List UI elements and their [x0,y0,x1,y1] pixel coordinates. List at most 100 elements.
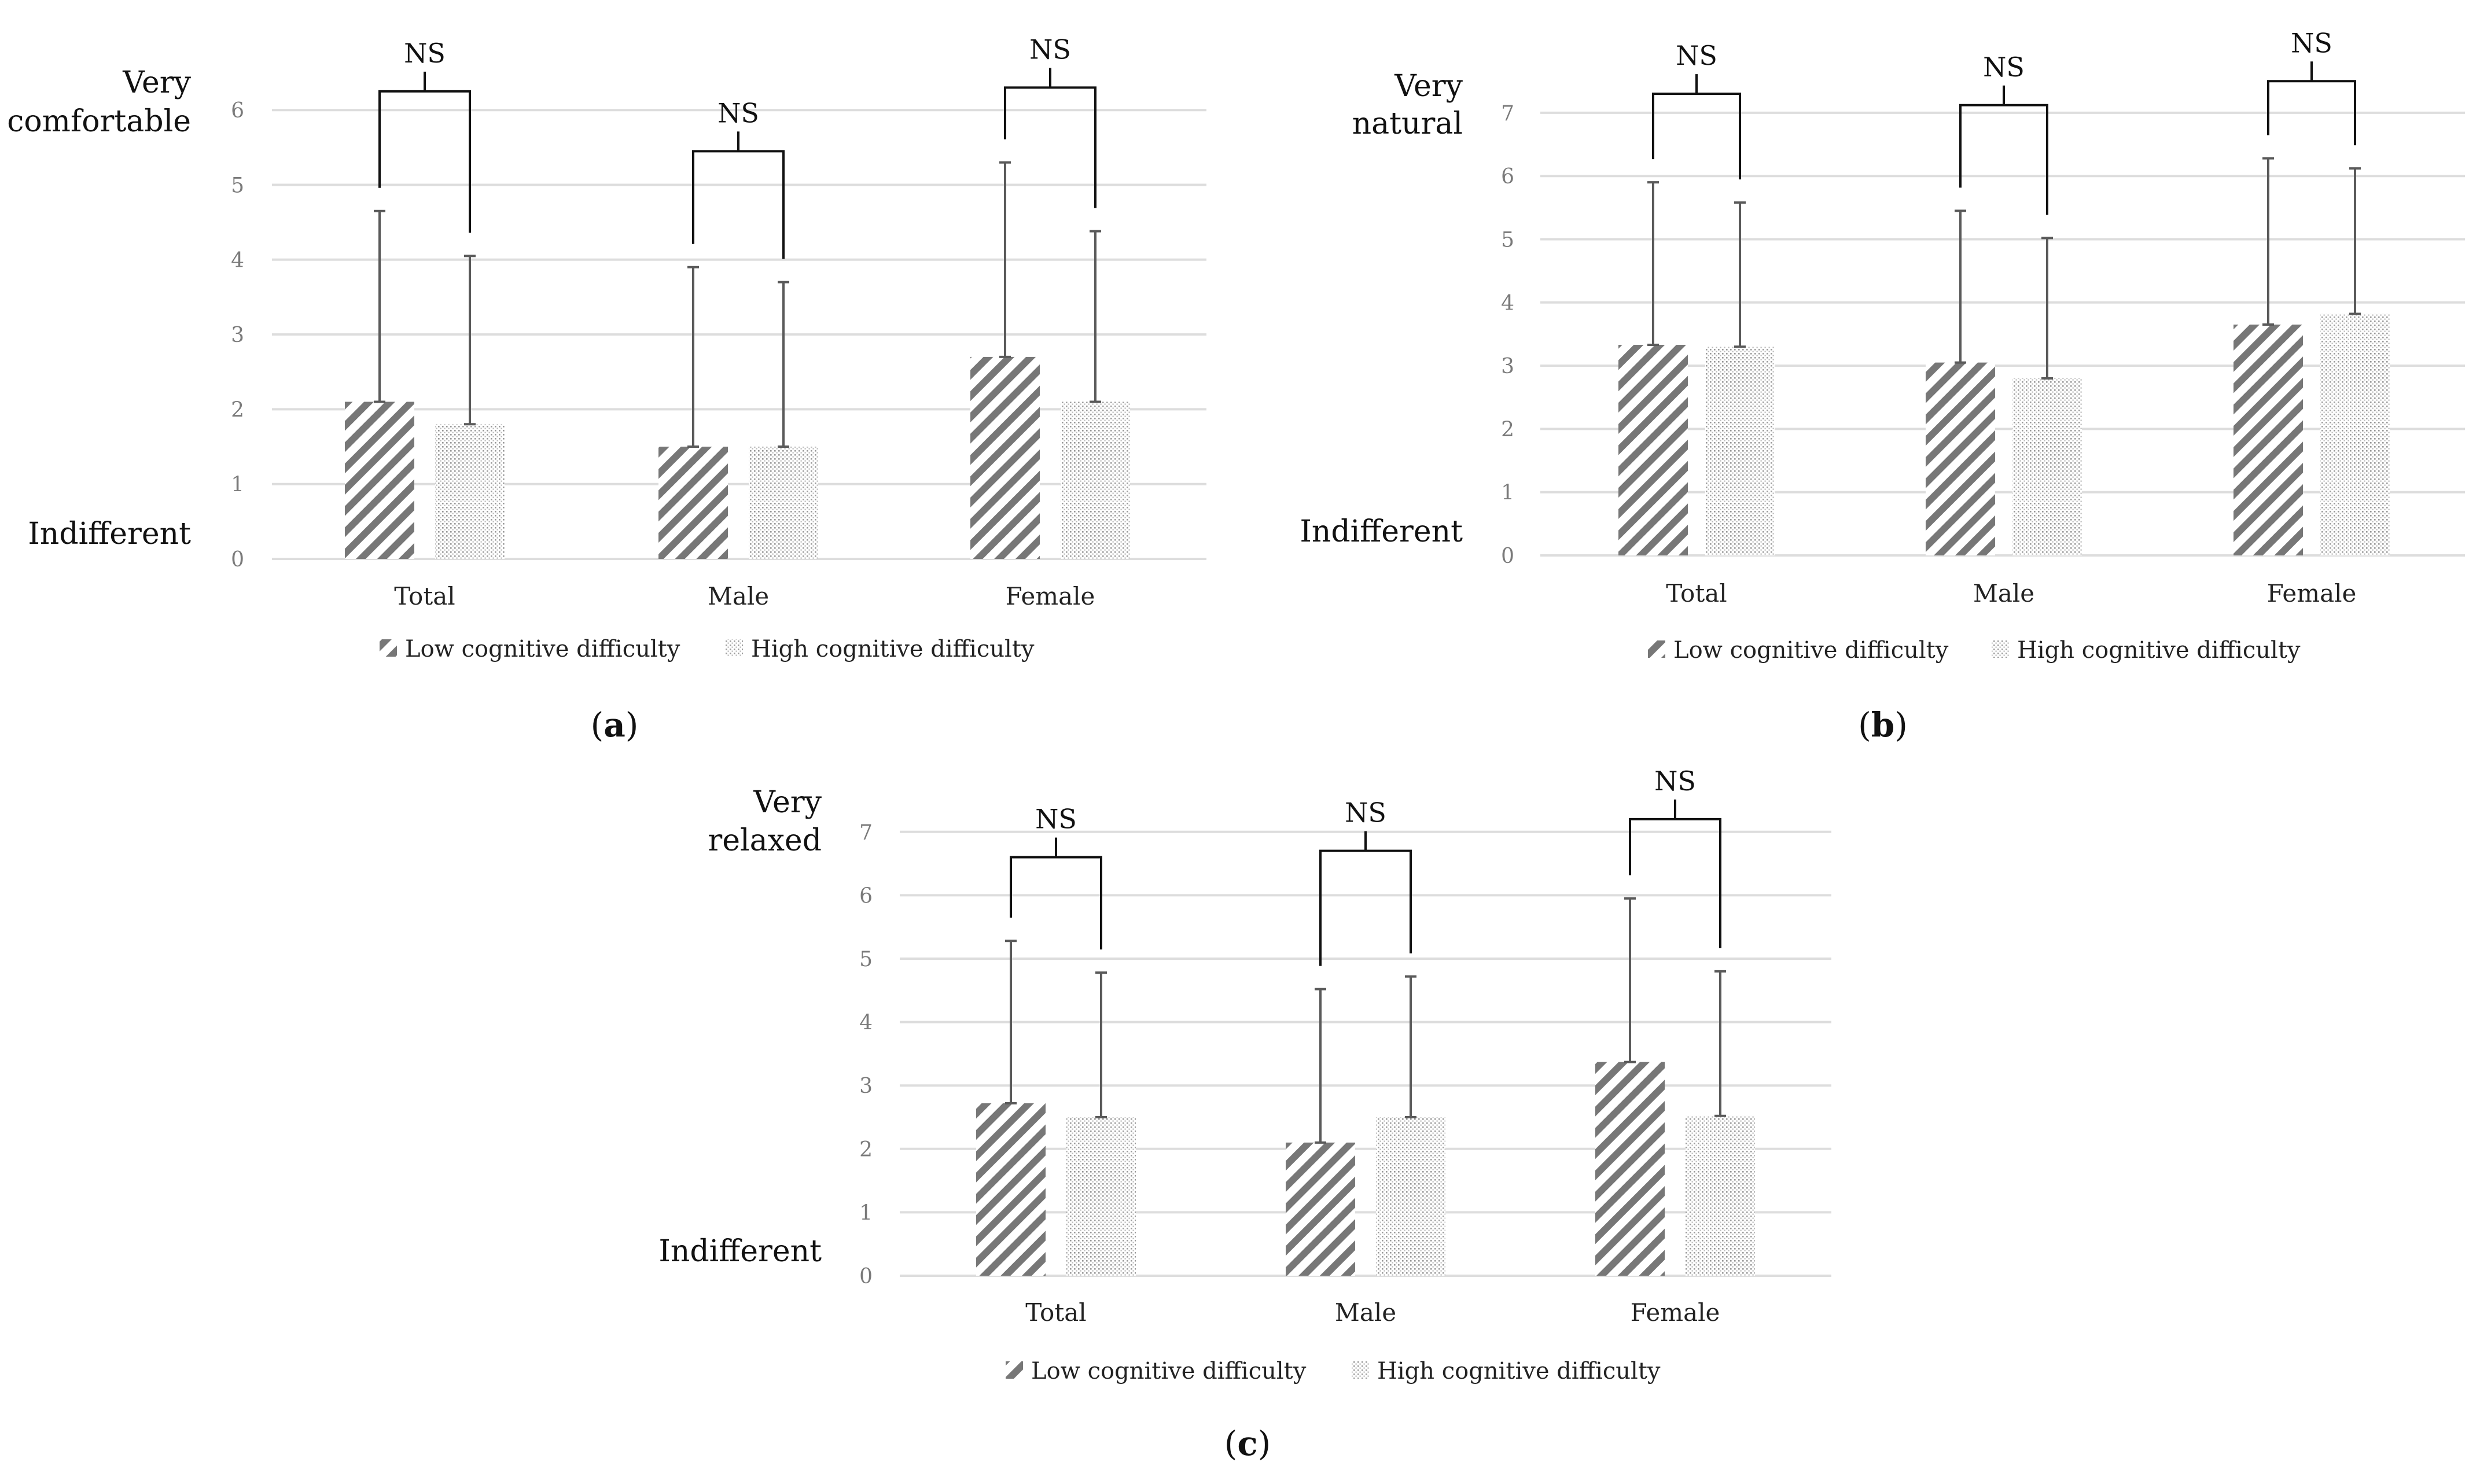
x-category-label: Male [1335,1298,1396,1327]
y-tick-label: 0 [1501,544,1514,568]
top-anchor-label-line2: comfortable [7,104,191,139]
bar-high-cognitive-difficulty [1705,347,1775,555]
significance-bracket [1652,93,1741,180]
x-category-label: Male [708,582,769,610]
y-tick-label: 1 [1501,481,1514,505]
y-tick-label: 4 [231,249,244,273]
y-tick-label: 7 [1501,102,1514,126]
y-tick-label: 2 [1501,418,1514,441]
significance-label: NS [404,38,446,69]
y-tick-label: 5 [1501,229,1514,252]
x-category-label: Female [2267,579,2357,607]
legend-label-low: Low cognitive difficulty [1031,1358,1307,1384]
significance-label: NS [717,97,759,128]
top-anchor-label-line1: Very [753,785,822,820]
legend-swatch-high [1992,640,2009,658]
caption-paren-close: ) [625,705,639,745]
y-tick-label: 2 [859,1138,873,1162]
legend-label-high: High cognitive difficulty [1377,1358,1661,1384]
legend-swatch-high [1352,1361,1369,1379]
bar-low-cognitive-difficulty [1926,362,1995,555]
y-tick-label: 4 [859,1011,873,1035]
legend-swatch-low [1006,1361,1023,1379]
significance-label: NS [1983,51,2025,83]
significance-label: NS [1676,40,1717,71]
significance-bracket [1629,818,1721,948]
y-tick-label: 6 [859,884,873,908]
y-tick-label: 6 [231,99,244,123]
caption-letter: c [1237,1424,1257,1463]
significance-bracket [692,150,785,259]
y-tick-label: 0 [859,1265,873,1288]
x-category-label: Male [1973,579,2034,607]
caption-letter: a [604,705,625,745]
bar-low-cognitive-difficulty [1618,345,1688,555]
legend-label-high: High cognitive difficulty [751,636,1035,662]
significance-label: NS [1035,804,1077,835]
bar-low-cognitive-difficulty [976,1103,1046,1276]
caption-paren-close: ) [1258,1424,1271,1463]
significance-bracket [378,90,471,233]
significance-bracket [1319,849,1412,966]
caption-paren-open: ( [591,705,604,745]
bar-low-cognitive-difficulty [970,356,1040,559]
y-tick-label: 1 [859,1201,873,1225]
bar-low-cognitive-difficulty [1595,1062,1665,1276]
top-anchor-label-line2: relaxed [708,823,822,858]
top-anchor-label-line1: Very [122,65,191,100]
bar-high-cognitive-difficulty [749,447,818,559]
bar-low-cognitive-difficulty [2234,325,2303,555]
caption-letter: b [1871,705,1895,745]
x-category-label: Total [1025,1298,1086,1327]
top-anchor-label-line2: natural [1352,106,1463,141]
bar-low-cognitive-difficulty [345,402,414,559]
significance-bracket [1010,856,1102,950]
y-tick-label: 5 [859,948,873,971]
caption-paren-close: ) [1894,705,1908,745]
y-tick-label: 3 [231,323,244,347]
y-tick-label: 7 [859,821,873,845]
panel-caption: (b) [1858,705,1908,745]
x-category-label: Total [1666,579,1727,607]
bar-low-cognitive-difficulty [1286,1142,1355,1276]
x-category-label: Female [1006,582,1095,610]
caption-paren-open: ( [1224,1424,1238,1463]
significance-bracket [1959,104,2048,215]
top-anchor-label-line1: Very [1394,69,1463,104]
y-tick-label: 3 [1501,355,1514,378]
legend-label-low: Low cognitive difficulty [1673,637,1949,664]
bar-high-cognitive-difficulty [435,424,505,559]
significance-label: NS [2291,27,2332,58]
y-tick-label: 2 [231,398,244,422]
y-tick-label: 5 [231,174,244,198]
bar-low-cognitive-difficulty [658,447,728,559]
bar-high-cognitive-difficulty [2012,378,2082,555]
significance-label: NS [1029,34,1071,65]
bar-high-cognitive-difficulty [1376,1117,1445,1276]
significance-bracket [1004,86,1097,208]
significance-label: NS [1345,797,1386,828]
x-category-label: Female [1631,1298,1720,1327]
y-tick-label: 3 [859,1074,873,1098]
legend-swatch-low [1648,640,1665,658]
panel-caption: (c) [1224,1424,1271,1463]
x-category-label: Total [394,582,455,610]
bottom-anchor-label: Indifferent [28,517,191,551]
y-tick-label: 6 [1501,165,1514,189]
significance-label: NS [1654,765,1696,797]
caption-paren-open: ( [1858,705,1871,745]
legend-swatch-high [726,639,743,657]
bar-high-cognitive-difficulty [1066,1117,1136,1276]
bottom-anchor-label: Indifferent [1300,514,1463,549]
legend-swatch-low [380,639,397,657]
legend-label-low: Low cognitive difficulty [405,636,680,662]
legend-label-high: High cognitive difficulty [2017,637,2301,664]
panel-caption: (a) [591,705,639,745]
bar-high-cognitive-difficulty [1061,402,1130,559]
y-tick-label: 1 [231,473,244,497]
y-tick-label: 4 [1501,292,1514,315]
panel-a-chart: 0 1 2 3 4 5 6 Very comfortable Indifferent Total NS… [7,34,1206,745]
